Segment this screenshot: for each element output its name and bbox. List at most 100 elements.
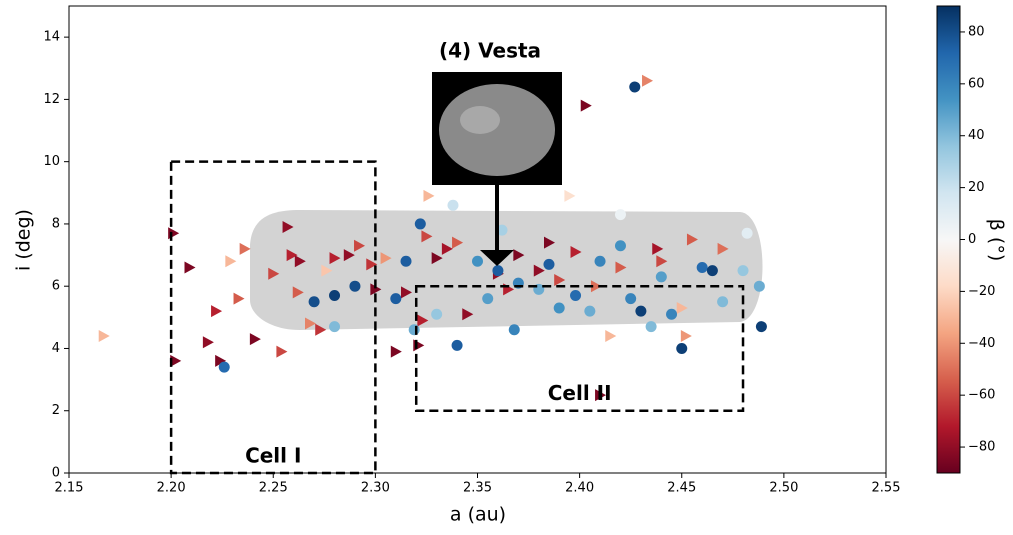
colorbar-tick-label: −20	[968, 284, 995, 299]
x-tick-label: 2.25	[259, 481, 288, 496]
triangle-point	[656, 255, 668, 268]
triangle-point	[513, 249, 525, 262]
triangle-point	[343, 249, 355, 262]
colorbar-tick-label: 80	[968, 24, 985, 39]
circle-point	[329, 321, 341, 333]
triangle-point	[305, 317, 317, 330]
circle-point	[696, 262, 708, 274]
colorbar-tick-label: 0	[968, 232, 976, 247]
triangle-point	[590, 280, 602, 293]
circle-point	[706, 265, 718, 277]
circle-point	[508, 324, 520, 336]
x-tick-label: 2.45	[667, 481, 696, 496]
circle-point	[594, 255, 606, 267]
triangle-point	[354, 239, 366, 252]
circle-point	[492, 265, 504, 277]
arrow-head	[480, 250, 514, 266]
colorbar-tick-label: −40	[968, 336, 995, 351]
triangle-point	[642, 74, 654, 87]
colorbar-label: β (°)	[986, 219, 1008, 262]
circle-point	[414, 218, 426, 230]
circle-point	[614, 240, 626, 252]
cell-box	[414, 284, 745, 412]
triangle-point	[315, 323, 327, 336]
circle-point	[676, 342, 688, 354]
triangle-point	[441, 242, 453, 255]
cell-label: Cell I	[245, 444, 301, 468]
circle-point	[717, 296, 729, 308]
x-tick-label: 2.40	[565, 481, 594, 496]
circle-point	[755, 321, 767, 333]
colorbar-tick-label: 40	[968, 128, 985, 143]
triangle-point	[554, 273, 566, 286]
triangle-point	[211, 305, 223, 318]
triangle-point	[233, 292, 245, 305]
circle-point	[737, 265, 749, 277]
circle-point	[496, 224, 508, 236]
circle-point	[741, 227, 753, 239]
annotation: (4) Vesta	[439, 39, 541, 63]
circle-point	[482, 293, 494, 305]
triangle-point	[570, 245, 582, 258]
circle-point	[635, 305, 647, 317]
circle-point	[390, 293, 402, 305]
colorbar-tick-label: −80	[968, 440, 995, 455]
circle-point	[753, 280, 765, 292]
circle-point	[472, 255, 483, 267]
circle-point	[666, 308, 678, 320]
triangle-point	[680, 330, 692, 343]
triangle-point	[717, 242, 729, 255]
triangle-point	[168, 227, 180, 240]
colorbar-tick-label: 20	[968, 180, 985, 195]
circle-point	[584, 305, 596, 317]
triangle-point	[380, 252, 392, 265]
triangle-point	[543, 236, 555, 249]
cell-box	[169, 160, 377, 475]
triangle-point	[292, 286, 304, 299]
triangle-point	[366, 258, 378, 271]
triangle-point	[652, 242, 664, 255]
triangle-point	[401, 286, 413, 299]
triangle-point	[294, 255, 306, 268]
vesta-body	[439, 84, 555, 176]
y-tick-label: 14	[43, 30, 60, 45]
triangle-point	[605, 330, 617, 343]
triangle-point	[98, 330, 110, 343]
triangle-point	[282, 221, 294, 234]
triangle-point	[370, 283, 382, 296]
triangle-point	[676, 301, 688, 314]
x-tick-label: 2.15	[55, 481, 84, 496]
triangle-point	[533, 264, 545, 277]
triangle-point	[321, 264, 333, 277]
cell-label: Cell II	[548, 381, 612, 405]
y-tick-label: 4	[52, 341, 60, 356]
circle-point	[329, 290, 341, 302]
triangle-point	[413, 339, 425, 352]
x-tick-label: 2.50	[769, 481, 798, 496]
x-tick-label: 2.55	[872, 481, 901, 496]
colorbar	[936, 5, 961, 474]
y-axis-label: i (deg)	[13, 209, 35, 271]
triangle-point	[390, 345, 402, 358]
circle-point	[543, 258, 555, 270]
triangle-point	[580, 99, 592, 112]
triangle-point	[268, 267, 280, 280]
circle-point	[614, 209, 626, 221]
circle-point	[553, 302, 565, 314]
triangle-point	[170, 354, 182, 367]
x-tick-label: 2.35	[463, 481, 492, 496]
circle-point	[451, 339, 463, 351]
triangle-point	[202, 336, 214, 349]
triangle-point	[276, 345, 288, 358]
colorbar-tick-label: 60	[968, 76, 985, 91]
y-tick-label: 12	[43, 92, 60, 107]
triangle-point	[564, 189, 576, 202]
y-tick-label: 0	[52, 466, 60, 481]
circle-point	[349, 280, 361, 292]
triangle-point	[595, 389, 607, 402]
circle-point	[218, 361, 230, 373]
triangle-point	[452, 236, 464, 249]
circle-point	[400, 255, 412, 267]
y-tick-label: 2	[52, 403, 60, 418]
